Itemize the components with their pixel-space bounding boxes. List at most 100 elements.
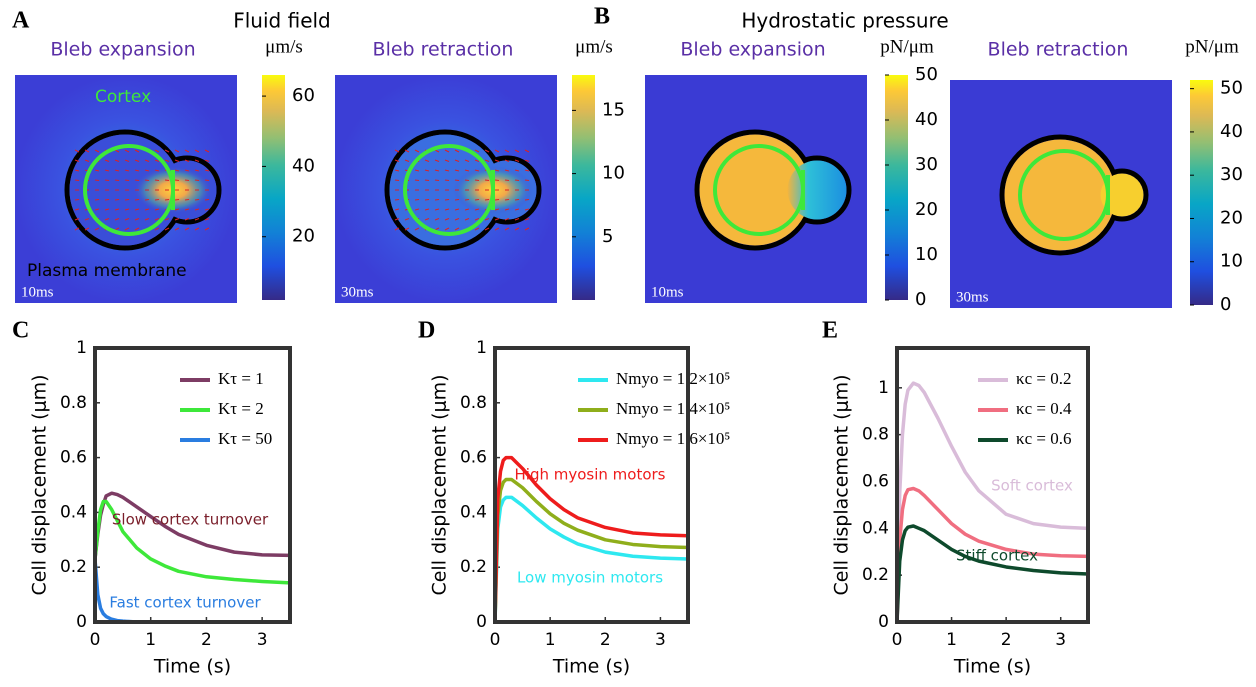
annotation: Low myosin motors [517,569,663,587]
legend-label: Kτ = 50 [218,429,272,448]
flow-arrow [444,199,450,201]
flow-arrow [134,169,140,172]
flow-arrow [494,218,500,221]
flow-arrow [144,159,150,162]
y-axis-label: Cell displacement (μm) [29,374,51,595]
flow-arrow [94,179,100,181]
flow-arrow [474,199,480,201]
y-tick-label: 0.2 [460,557,487,577]
flow-arrow [514,169,520,172]
flow-arrow [504,159,510,162]
map-title: Bleb retraction [373,39,514,61]
flow-arrow [154,159,160,162]
flow-arrow [174,227,180,231]
flow-arrow [394,169,400,172]
flow-arrow [484,199,490,201]
colorbar-tick-label: 60 [292,85,315,106]
flow-arrow [174,159,180,162]
flow-arrow [204,179,210,181]
flow-arrow [514,159,520,162]
flow-arrow [154,227,160,231]
flow-arrow [394,149,400,153]
flow-arrow [414,227,420,231]
flow-arrow [494,149,500,153]
x-tick-label: 1 [946,630,957,650]
colorbar-tick-label: 15 [602,99,625,120]
flow-arrow [144,169,150,172]
series-line [493,455,689,623]
y-tick-label: 0.6 [862,471,889,491]
flow-arrow [454,169,460,172]
annotation: Stiff cortex [956,547,1038,565]
colorbar-unit: μm/s [265,36,303,57]
legend-label: Kτ = 1 [218,369,264,388]
panel-label: B [594,4,610,30]
plot-frame [493,346,690,624]
flow-arrow [464,179,470,181]
flow-arrow [394,179,400,181]
flow-arrow [394,208,400,211]
colorbar-tick-label: 0 [1220,294,1231,315]
flow-arrow [134,179,140,181]
flow-arrow [504,208,510,211]
flow-arrow [464,208,470,211]
flow-arrow [414,169,420,172]
x-tick-label: 3 [1055,630,1066,650]
flow-arrow [124,159,130,162]
legend-label: κc = 0.6 [1016,429,1071,448]
flow-arrow [464,218,470,221]
flow-arrow [164,149,170,153]
panel-label: E [822,318,838,344]
x-axis-label: Time (s) [552,656,630,678]
flow-arrow [484,218,490,221]
flow-arrow [154,179,160,181]
legend-label: κc = 0.2 [1016,369,1071,388]
flow-arrow [84,159,90,162]
flow-arrow [474,218,480,221]
flow-arrow [84,218,90,221]
flow-arrow [404,218,410,221]
flow-arrow [424,218,430,221]
flow-arrow [204,208,210,211]
flow-arrow [114,227,120,231]
flow-arrow [454,199,460,201]
flow-arrow [194,227,200,231]
flow-arrow [474,179,480,181]
colorbar [572,75,595,300]
colorbar-tick-label: 5 [602,226,613,247]
flow-arrow [524,218,530,221]
flow-arrow [504,179,510,181]
colorbar-tick-label: 30 [915,154,938,175]
flow-arrow [154,169,160,172]
flow-arrow [74,199,80,201]
flow-arrow [454,149,460,153]
flow-arrow [184,159,190,162]
flow-arrow [414,199,420,201]
colorbar-tick-label: 50 [1220,78,1243,99]
flow-arrow [464,169,470,172]
flow-arrow [114,179,120,181]
flow-arrow [164,179,170,181]
colorbar-tick-label: 20 [1220,207,1243,228]
flow-arrow [514,199,520,201]
colorbar [1190,80,1213,305]
annotation: High myosin motors [515,466,666,484]
flow-arrow [134,199,140,201]
map-title: Bleb expansion [50,39,195,61]
flow-arrow [94,199,100,201]
time-label: 30ms [341,284,374,300]
flow-arrow [154,218,160,221]
colorbar-tick-label: 40 [292,155,315,176]
flow-arrow [444,179,450,181]
flow-arrow [444,208,450,211]
y-tick-label: 0.6 [460,448,487,468]
flow-arrow [124,218,130,221]
flow-arrow [514,179,520,181]
flow-arrow [494,227,500,231]
flow-arrow [444,149,450,153]
flow-arrow [464,199,470,201]
flow-arrow [434,218,440,221]
flow-arrow [524,159,530,162]
flow-arrow [154,199,160,201]
flow-arrow [484,179,490,181]
